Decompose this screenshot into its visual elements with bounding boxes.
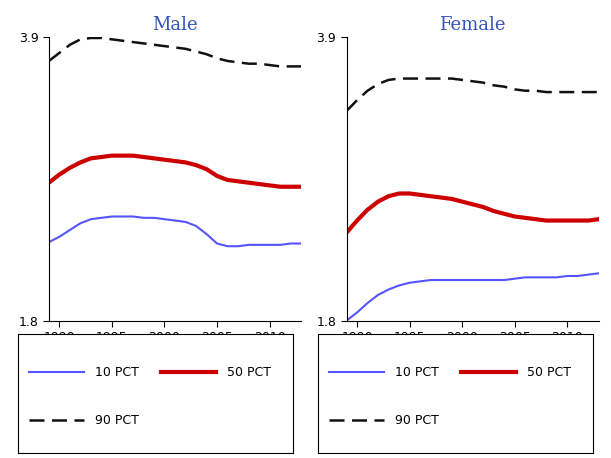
Text: 90 PCT: 90 PCT [395,414,439,426]
X-axis label: year: year [457,349,488,364]
Text: 50 PCT: 50 PCT [227,366,271,379]
Title: Male: Male [152,16,198,34]
Text: 90 PCT: 90 PCT [95,414,139,426]
Text: 10 PCT: 10 PCT [95,366,139,379]
Title: Female: Female [439,16,506,34]
X-axis label: year: year [159,349,191,364]
Text: 50 PCT: 50 PCT [527,366,571,379]
Text: 10 PCT: 10 PCT [395,366,439,379]
